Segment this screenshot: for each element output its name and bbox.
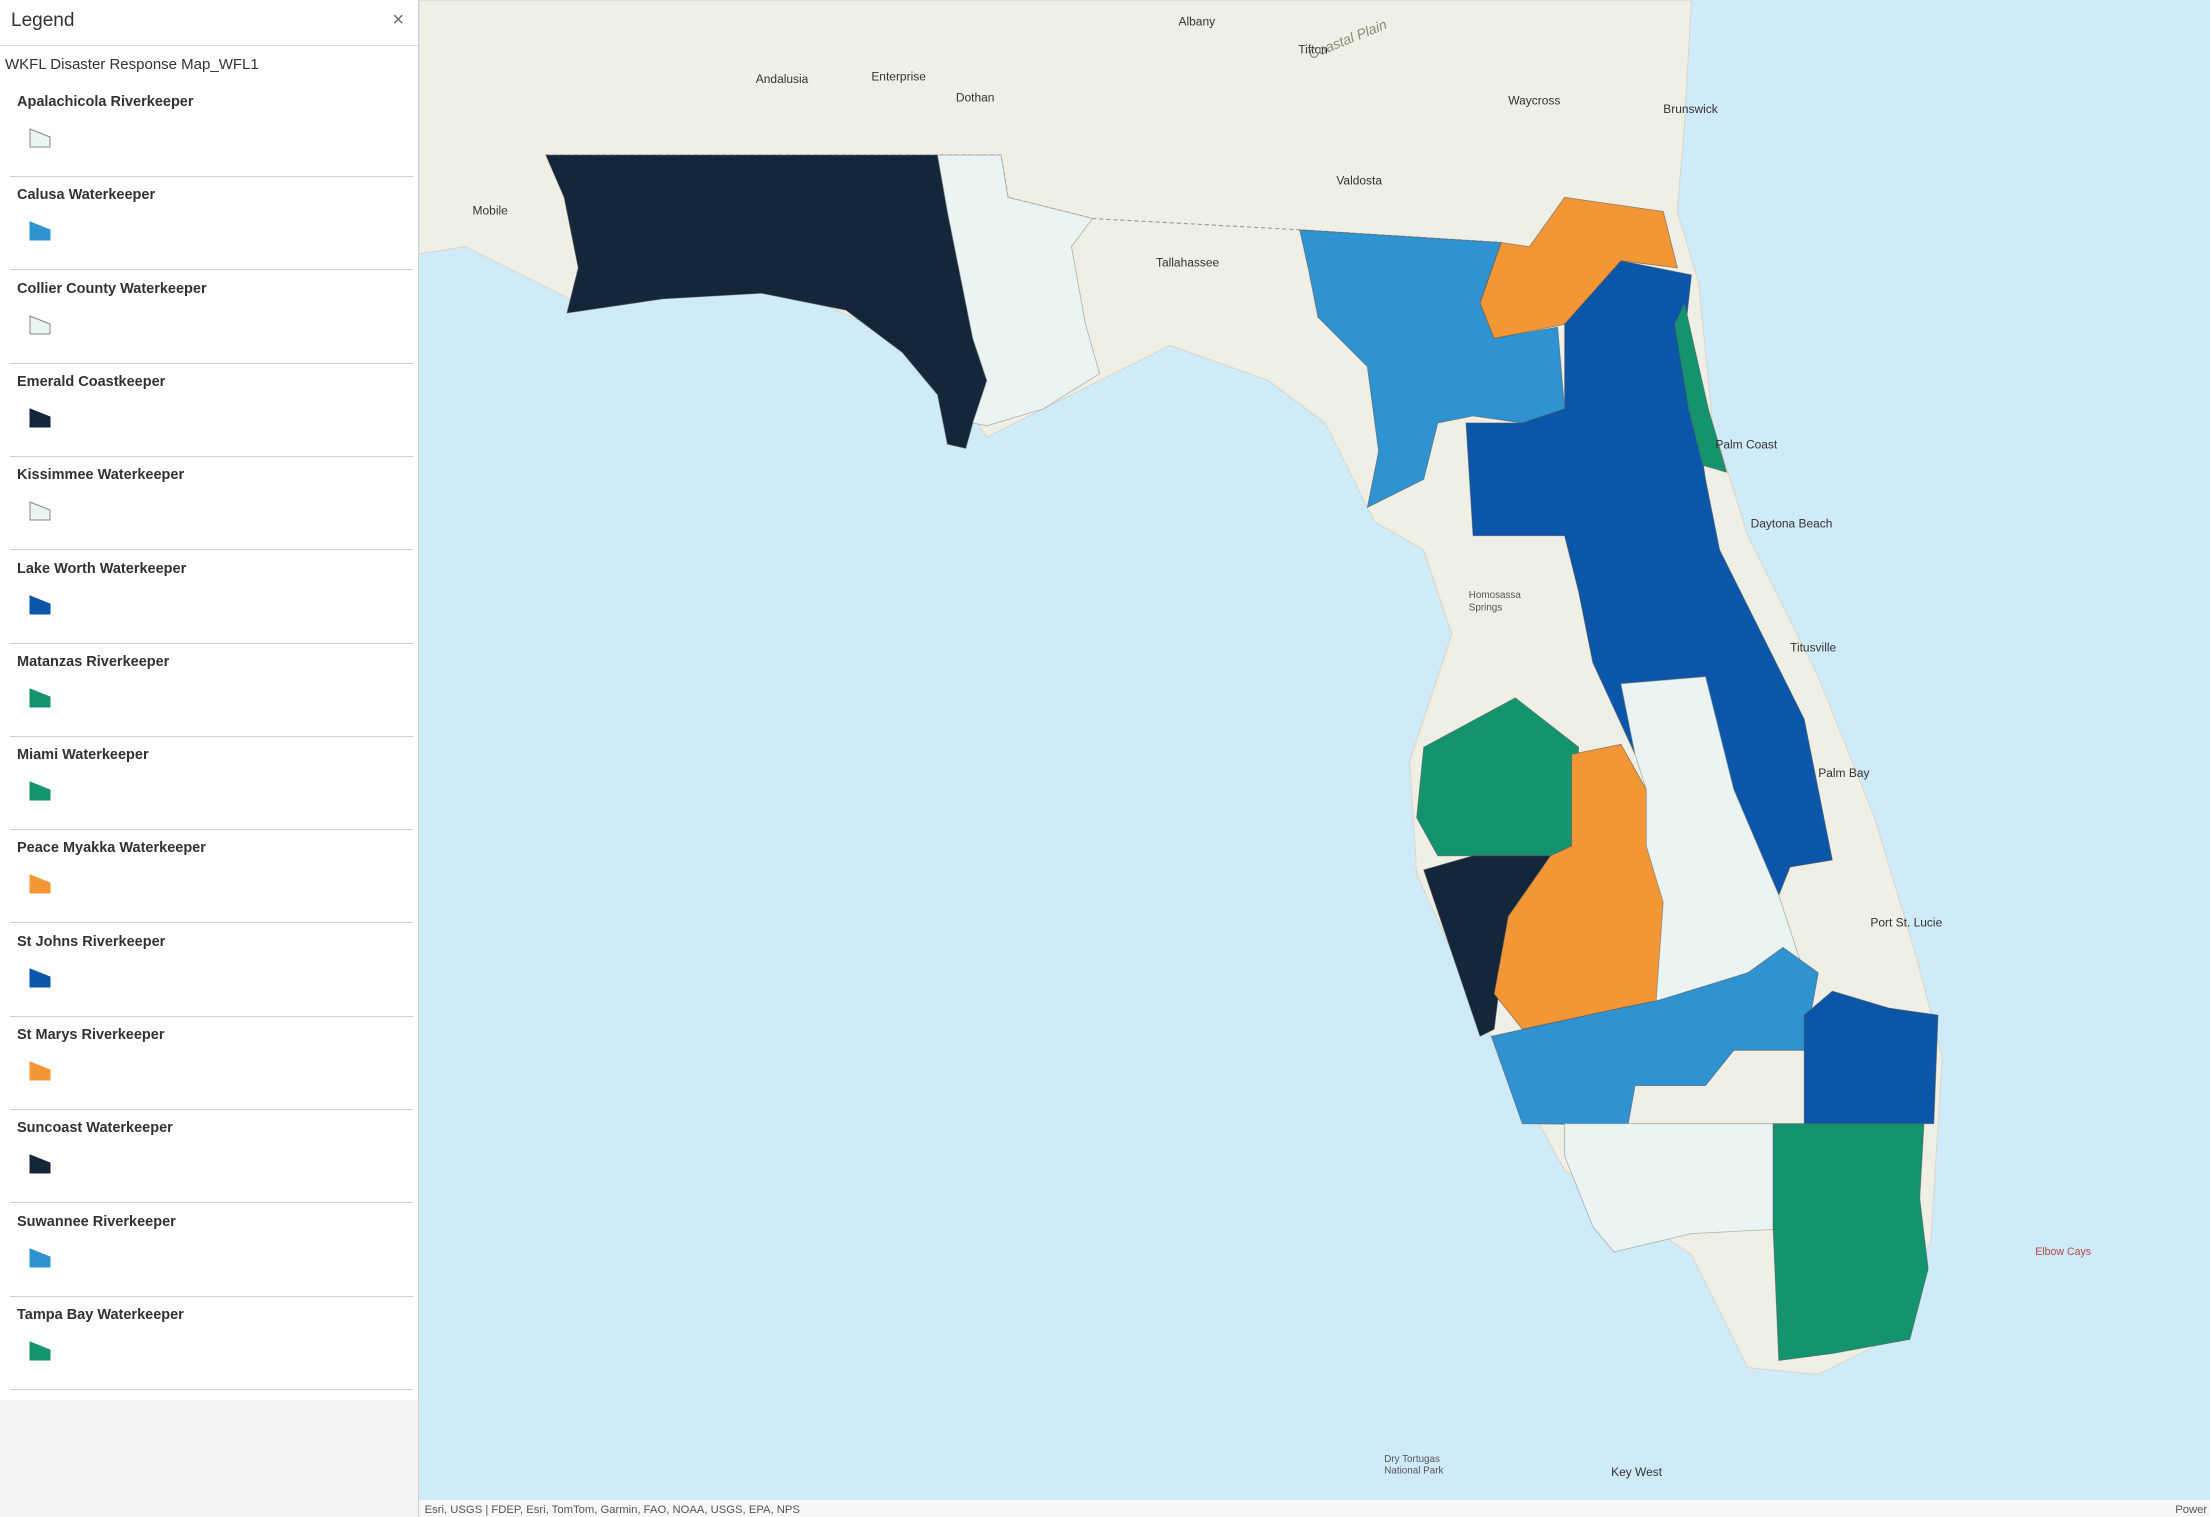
legend-swatch <box>29 1341 51 1361</box>
legend-item-name: Tampa Bay Waterkeeper <box>17 1306 184 1323</box>
swatch-shape <box>29 1061 51 1081</box>
legend-item-name: Peace Myakka Waterkeeper <box>17 840 206 857</box>
legend-swatch <box>29 408 51 428</box>
legend-swatch <box>29 221 51 241</box>
place-label: Palm Coast <box>1715 437 1778 451</box>
legend-item: Kissimmee Waterkeeper <box>10 457 413 551</box>
place-label: Palm Bay <box>1818 766 1869 780</box>
close-button[interactable]: × <box>392 9 404 31</box>
legend-item: St Johns Riverkeeper <box>10 924 413 1017</box>
legend-swatch <box>29 688 51 708</box>
legend-item: Suncoast Waterkeeper <box>10 1110 413 1204</box>
legend-item-name: Matanzas Riverkeeper <box>17 653 170 670</box>
place-label: Enterprise <box>871 69 926 83</box>
legend-item-name: Lake Worth Waterkeeper <box>17 560 187 577</box>
swatch-shape <box>29 1154 51 1174</box>
swatch-shape <box>29 128 51 148</box>
legend-swatch <box>29 501 51 521</box>
legend-item-name: Kissimmee Waterkeeper <box>17 467 185 484</box>
regions <box>545 154 1939 1361</box>
swatch-shape <box>29 501 51 521</box>
region <box>1674 301 1728 473</box>
legend-item-name: Collier County Waterkeeper <box>17 280 207 297</box>
map: Mobile Andalusia Enterprise Dothan Albany Tif… <box>419 0 2210 1517</box>
swatch-shape <box>29 688 51 708</box>
swatch-shape <box>29 781 51 801</box>
legend-item-name: Suwannee Riverkeeper <box>17 1213 176 1230</box>
legend-item-name: Emerald Coastkeeper <box>17 373 166 390</box>
powered-by: Power <box>2175 1504 2207 1516</box>
attribution: Esri, USGS | FDEP, Esri, TomTom, Garmin,… <box>425 1504 800 1516</box>
legend-swatch <box>29 594 51 614</box>
place-label: Dry Tortugas <box>1384 1454 1440 1465</box>
legend-swatch <box>29 314 51 335</box>
legend-item-name: Calusa Waterkeeper <box>17 187 156 204</box>
layer-title: WKFL Disaster Response Map_WFL1 <box>5 56 259 73</box>
place-label: Mobile <box>473 203 509 217</box>
place-label: Andalusia <box>756 72 809 86</box>
legend-swatch <box>29 1247 51 1268</box>
swatch-shape <box>29 967 51 988</box>
legend-item: Emerald Coastkeeper <box>10 364 413 457</box>
legend-item-name: St Johns Riverkeeper <box>17 933 166 950</box>
swatch-shape <box>29 1341 51 1361</box>
legend-item: St Marys Riverkeeper <box>10 1017 413 1110</box>
legend-panel: Legend × WKFL Disaster Response Map_WFL1… <box>0 0 419 1517</box>
legend-swatch <box>29 1154 51 1174</box>
legend-item: Collier County Waterkeeper <box>10 271 413 364</box>
place-label: Homosassa <box>1469 590 1522 601</box>
place-label: National Park <box>1384 1465 1443 1476</box>
legend-item-name: Miami Waterkeeper <box>17 747 149 764</box>
swatch-shape <box>29 408 51 428</box>
swatch-shape <box>29 1247 51 1268</box>
place-label: Springs <box>1469 602 1502 613</box>
place-label: Titusville <box>1790 640 1836 654</box>
place-label: Waycross <box>1508 93 1560 107</box>
place-label: Dothan <box>956 91 995 105</box>
legend-swatch <box>29 1061 51 1081</box>
place-label: Key West <box>1611 1465 1663 1479</box>
legend-swatch <box>29 967 51 988</box>
place-label: Albany <box>1179 14 1216 28</box>
legend-body: Legend × WKFL Disaster Response Map_WFL1… <box>0 0 418 1400</box>
legend-item: Peace Myakka Waterkeeper <box>10 830 413 924</box>
swatch-shape <box>29 594 51 614</box>
legend-item-name: Suncoast Waterkeeper <box>17 1120 173 1137</box>
legend-header: Legend × <box>0 0 418 46</box>
place-label: Tifton <box>1298 43 1327 57</box>
region <box>1803 990 1939 1125</box>
legend-item: Miami Waterkeeper <box>10 737 413 831</box>
legend-item-name: St Marys Riverkeeper <box>17 1027 165 1043</box>
legend-swatch <box>29 781 51 801</box>
legend-swatch <box>29 128 51 148</box>
legend-item: Tampa Bay Waterkeeper <box>10 1297 413 1390</box>
place-label: Daytona Beach <box>1751 516 1833 530</box>
place-label: Valdosta <box>1336 174 1382 188</box>
swatch-shape <box>29 314 51 335</box>
place-label: Port St. Lucie <box>1870 915 1942 929</box>
region <box>937 154 1101 427</box>
legend-item-name: Apalachicola Riverkeeper <box>17 94 194 110</box>
swatch-shape <box>29 874 51 894</box>
place-label: Tallahassee <box>1156 255 1220 269</box>
legend-item: Apalachicola Riverkeeper <box>10 84 413 177</box>
legend-item: Matanzas Riverkeeper <box>10 644 413 737</box>
legend-item: Suwannee Riverkeeper <box>10 1204 413 1297</box>
legend-item: Calusa Waterkeeper <box>10 177 413 271</box>
attribution-bar <box>419 1500 2210 1517</box>
region <box>1772 1123 1929 1361</box>
legend-swatch <box>29 874 51 894</box>
place-label: Brunswick <box>1663 102 1718 116</box>
region <box>1479 196 1678 339</box>
place-label: Elbow Cays <box>2035 1246 2091 1258</box>
swatch-shape <box>29 221 51 241</box>
legend-item: Lake Worth Waterkeeper <box>10 551 413 644</box>
legend-title: Legend <box>11 10 75 31</box>
